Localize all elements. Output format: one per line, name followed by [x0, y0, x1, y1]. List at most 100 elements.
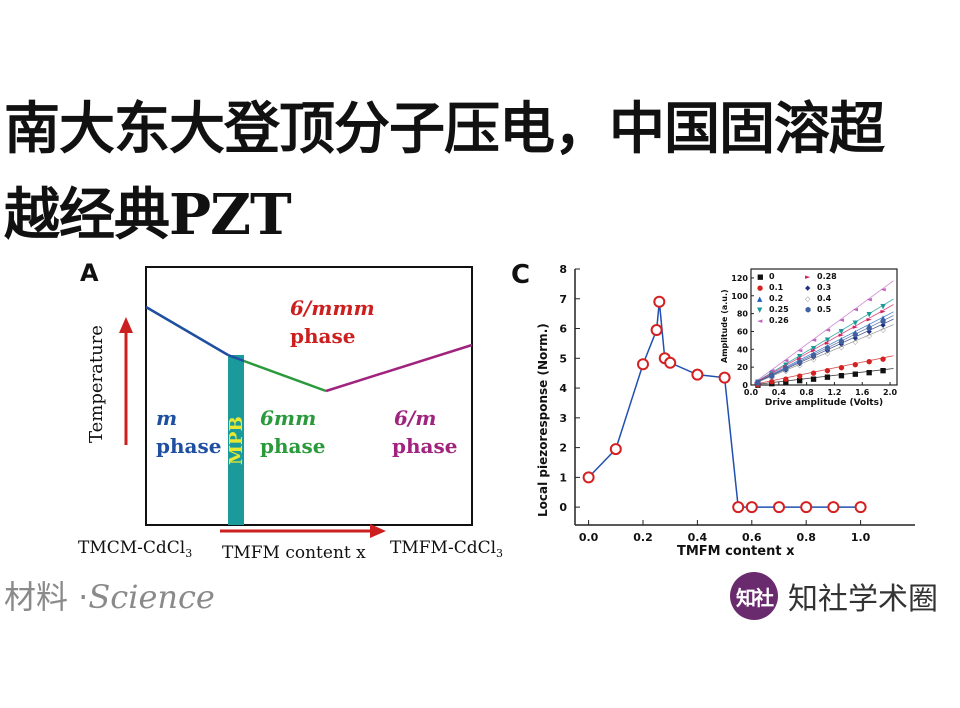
x-right-label-text: TMFM-CdCl — [390, 538, 496, 558]
inset-x-tick-label: 2.0 — [883, 388, 898, 397]
inset-data-point: ⬢ — [824, 345, 830, 353]
main-x-tick-label: 0.2 — [633, 531, 653, 544]
legend-label: 0.3 — [817, 283, 831, 292]
region-mid-word: phase — [260, 434, 325, 458]
inset-data-point: ▼ — [825, 336, 831, 344]
inset-data-point: ◇ — [839, 344, 845, 352]
inset-data-point: ◇ — [783, 367, 789, 375]
inset-x-tick-label: 0.8 — [800, 388, 815, 397]
headline-line-1: 南大东大登顶分子压电，中国固溶超 — [4, 96, 885, 162]
inset-data-point: ◆ — [797, 360, 803, 368]
content-arrow-head — [370, 524, 386, 538]
inset-data-point: ◄ — [783, 357, 789, 365]
inset-xlabel: Drive amplitude (Volts) — [765, 398, 883, 408]
inset-data-point: ■ — [838, 372, 845, 380]
temperature-arrow-head — [119, 317, 133, 333]
main-data-point — [745, 501, 758, 514]
legend-marker: ◇ — [805, 295, 811, 303]
main-xlabel: TMFM content x — [677, 544, 795, 559]
inset-data-point: ◇ — [880, 326, 886, 334]
x-right-subscript: 3 — [496, 547, 503, 560]
inset-y-tick-label: 100 — [731, 292, 748, 301]
inset-data-point: ● — [824, 366, 830, 374]
panel-letter-c: C — [511, 260, 530, 290]
main-y-tick-label: 8 — [559, 263, 567, 276]
main-data-point — [691, 368, 704, 381]
region-right-word: phase — [392, 434, 457, 458]
y-axis-label: Temperature — [86, 325, 107, 443]
inset-data-point: ▲ — [811, 350, 817, 358]
x-axis-label: TMFM content x — [222, 543, 366, 560]
caption-journal: Science — [88, 578, 215, 616]
inset-data-point: ◇ — [825, 350, 831, 358]
piezoresponse-chart: C 0 1 2 3 4 5 6 7 8 0.0 0.2 0.4 0.6 0.8 1.0 Local piez… — [511, 260, 915, 559]
inset-data-point: ◄ — [839, 316, 845, 324]
main-y-tick-label: 2 — [559, 442, 567, 455]
inset-data-point: ◄ — [769, 367, 775, 375]
main-y-tick-label: 7 — [559, 293, 567, 306]
x-left-label-text: TMCM-CdCl — [78, 538, 185, 558]
inset-ylabel: Amplitude (a.u.) — [720, 289, 729, 363]
inset-data-point: ⬢ — [852, 331, 858, 339]
inset-y-tick-label: 20 — [737, 363, 749, 372]
inset-data-point: ▼ — [839, 327, 845, 335]
brand-logo-icon: 知社 — [730, 572, 778, 620]
inset-data-point: ● — [811, 369, 817, 377]
headline: 南大东大登顶分子压电，中国固溶超 越经典PZT — [4, 86, 960, 258]
main-y-tick-label: 0 — [559, 501, 567, 514]
inset-data-point: ⬢ — [797, 358, 803, 366]
inset-data-point: ▲ — [839, 336, 845, 344]
inset-data-point: ● — [755, 381, 761, 389]
inset-data-point: ▲ — [825, 343, 831, 351]
boundary-mid — [243, 359, 327, 393]
inset-data-point: ▲ — [866, 321, 872, 329]
legend-label: 0.26 — [769, 316, 789, 325]
legend-label: 0 — [769, 272, 775, 281]
brand[interactable]: 知社 知社学术圈 — [730, 572, 958, 620]
main-data-point — [854, 501, 867, 514]
inset-fit-line — [754, 280, 894, 383]
caption-prefix: 材料 · — [4, 578, 89, 616]
legend-marker: ► — [805, 273, 811, 281]
inset-data-point: ◄ — [880, 285, 886, 293]
main-data-point — [732, 501, 745, 514]
inset-data-point: ◇ — [853, 338, 859, 346]
legend-label: 0.4 — [817, 294, 832, 303]
main-series — [582, 295, 867, 514]
inset-data-point: ■ — [755, 381, 762, 389]
main-x-tick-label: 1.0 — [851, 531, 871, 544]
inset-data-point: ■ — [866, 368, 873, 376]
inset-y-tick-label: 60 — [737, 327, 749, 336]
inset-data-point: ► — [811, 347, 817, 355]
x-right-label: TMFM-CdCl3 — [390, 538, 503, 560]
inset-fit-line — [754, 355, 894, 385]
legend-marker: ◆ — [805, 284, 811, 292]
legend-marker: ■ — [757, 273, 764, 281]
inset-data-point: ■ — [796, 376, 803, 384]
x-left-subscript: 3 — [185, 547, 192, 560]
region-left-symbol: m — [156, 406, 177, 430]
main-axes: 0 1 2 3 4 5 6 7 8 0.0 0.2 0.4 0.6 0.8 1.0 — [559, 263, 915, 544]
mpb-label: MPB — [226, 416, 247, 465]
main-data-point — [650, 324, 663, 337]
inset-data-point: ⬢ — [880, 318, 886, 326]
inset-fit-line — [754, 324, 894, 384]
source-caption: 材料 ·Science — [4, 572, 215, 618]
legend-marker: ● — [757, 284, 763, 292]
inset-data-point: ◄ — [797, 346, 803, 354]
inset-legend: ■ 0 ● 0.1 ▲ 0.2 ▼ 0.25 ◄ 0.26 ► 0.28 ◆ 0.3 ◇ 0.4 ⬢ 0.5 — [757, 272, 837, 325]
main-data-point — [773, 501, 785, 514]
inset-data-point: ■ — [824, 373, 831, 381]
region-right-symbol: 6/m — [394, 406, 436, 430]
panel-letter-a: A — [80, 259, 99, 287]
inset-data-point: ◇ — [769, 373, 775, 381]
main-data-point — [609, 443, 622, 456]
inset-x-tick-label: 0.0 — [744, 388, 759, 397]
main-x-tick-label: 0.6 — [742, 531, 762, 544]
inset-data-point: ⬢ — [838, 338, 844, 346]
inset-data-point: ◄ — [811, 336, 817, 344]
inset-data-point: ⬢ — [755, 379, 761, 387]
inset-data-point: ● — [866, 358, 872, 366]
legend-label: 0.2 — [769, 294, 783, 303]
main-y-tick-label: 6 — [559, 323, 567, 336]
